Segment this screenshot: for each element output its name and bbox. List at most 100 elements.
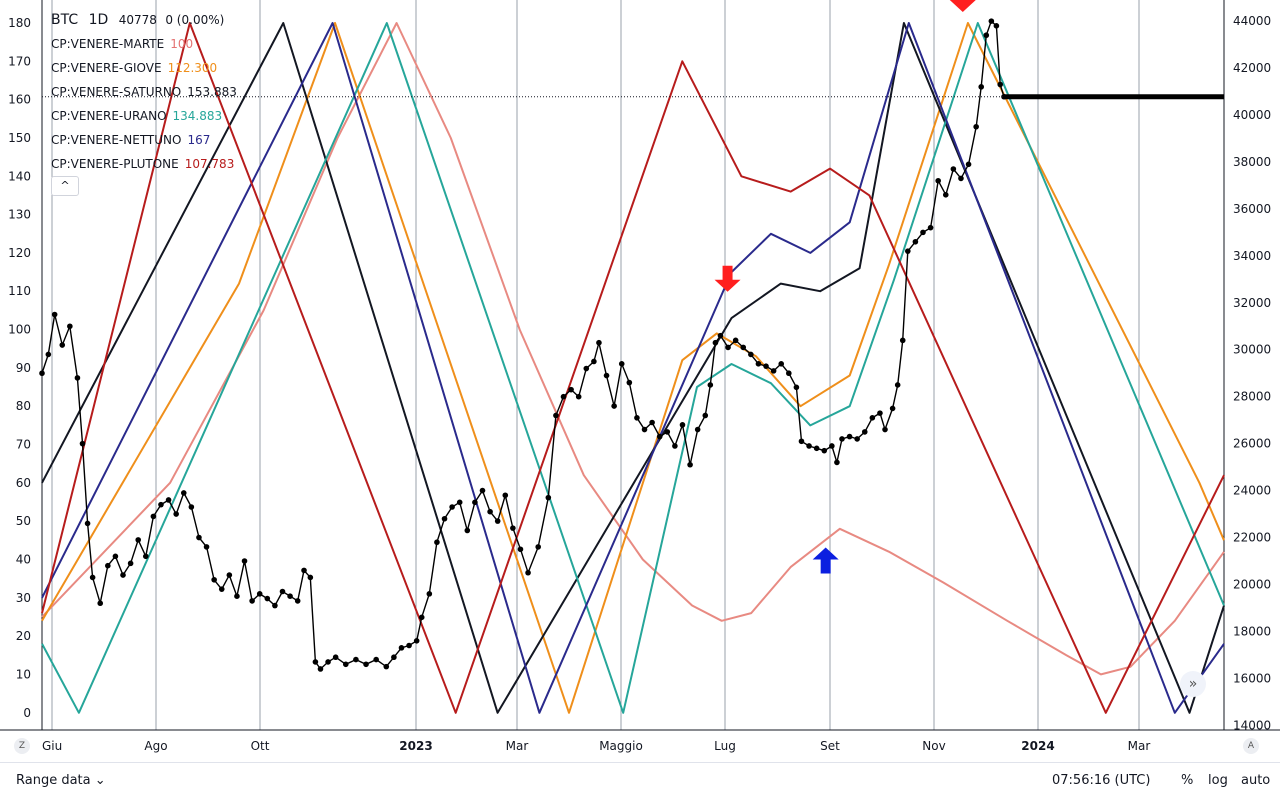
symbol-header[interactable]: BTC 1D 40778 0 (0.00%) <box>51 8 237 32</box>
btc-point <box>325 659 331 665</box>
btc-point <box>877 410 883 416</box>
left-tick-label: 40 <box>16 552 31 566</box>
btc-point <box>150 513 157 520</box>
btc-point <box>287 593 293 600</box>
btc-point <box>603 372 610 379</box>
btc-point <box>920 229 926 236</box>
btc-point <box>196 534 202 541</box>
right-tick-label: 40000 <box>1233 108 1271 122</box>
btc-point <box>84 520 91 527</box>
legend-item-name: CP:VENERE-URANO <box>51 109 167 123</box>
right-tick-label: 14000 <box>1233 718 1271 732</box>
btc-point <box>894 382 901 388</box>
legend-collapse-button[interactable]: ^ <box>51 176 79 196</box>
corner-left-button[interactable]: Z <box>14 738 30 754</box>
x-tick-label: Mar <box>1128 739 1151 753</box>
arrow-down-icon <box>714 265 741 292</box>
btc-point <box>142 553 149 560</box>
right-tick-label: 28000 <box>1233 390 1271 404</box>
percent-scale-button[interactable]: % <box>1181 773 1194 788</box>
btc-point <box>854 436 860 442</box>
btc-point <box>626 379 633 386</box>
btc-point <box>234 593 240 600</box>
corner-right-button[interactable]: A <box>1243 738 1259 754</box>
symbol-change: 0 (0.00%) <box>165 13 225 27</box>
btc-point <box>332 654 339 661</box>
btc-point <box>755 361 762 367</box>
btc-point <box>517 546 524 553</box>
btc-point <box>950 166 957 172</box>
btc-point <box>456 499 463 506</box>
symbol-interval: 1D <box>88 12 109 28</box>
bottom-toolbar: Range data ⌄ 07:56:16 (UTC) % log auto <box>0 762 1280 801</box>
left-tick-label: 0 <box>23 706 31 720</box>
legend-item-value: 100 <box>170 37 194 51</box>
btc-point <box>611 403 617 409</box>
btc-point <box>839 436 845 442</box>
legend-item[interactable]: CP:VENERE-URANO 134.883 <box>51 104 237 128</box>
btc-point <box>702 412 709 419</box>
left-tick-label: 10 <box>16 667 31 681</box>
btc-point <box>778 361 785 367</box>
btc-point <box>861 429 868 435</box>
btc-point <box>997 81 1004 88</box>
btc-point <box>912 238 919 245</box>
btc-point <box>494 518 501 524</box>
cycle-line-2 <box>41 22 1225 714</box>
range-data-button[interactable]: Range data ⌄ <box>16 773 106 788</box>
btc-point <box>373 656 379 663</box>
btc-point <box>978 84 985 90</box>
left-tick-label: 20 <box>16 629 31 643</box>
btc-point <box>272 602 278 609</box>
btc-point <box>725 344 731 351</box>
btc-point <box>135 537 141 543</box>
legend-item-value: 134.883 <box>172 109 223 123</box>
left-tick-label: 70 <box>16 438 31 452</box>
left-tick-label: 180 <box>8 16 31 30</box>
legend-item[interactable]: CP:VENERE-GIOVE 112.300 <box>51 56 237 80</box>
btc-point <box>889 405 896 412</box>
legend-item[interactable]: CP:VENERE-PLUTONE 107.783 <box>51 152 237 176</box>
left-tick-label: 160 <box>8 93 31 107</box>
log-scale-button[interactable]: log <box>1208 773 1228 788</box>
btc-point <box>59 342 66 348</box>
btc-point <box>935 177 941 184</box>
btc-point <box>241 558 248 564</box>
btc-point <box>218 586 225 592</box>
legend-item[interactable]: CP:VENERE-SATURNO 153.883 <box>51 80 237 104</box>
cycle-line-4 <box>41 22 1225 714</box>
utc-clock: 07:56:16 (UTC) <box>1052 773 1151 788</box>
btc-point <box>834 459 840 466</box>
left-tick-label: 170 <box>8 54 31 68</box>
legend-item[interactable]: CP:VENERE-NETTUNO 167 <box>51 128 237 152</box>
btc-point <box>127 560 134 567</box>
btc-point <box>694 426 701 433</box>
x-tick-label: Maggio <box>599 739 643 753</box>
arrow-down-icon <box>949 0 976 12</box>
right-tick-label: 20000 <box>1233 577 1271 591</box>
btc-point <box>649 419 655 426</box>
btc-point <box>353 656 359 663</box>
btc-point <box>449 504 455 510</box>
btc-point <box>763 363 769 369</box>
auto-scale-button[interactable]: auto <box>1241 773 1271 788</box>
btc-point <box>510 525 516 531</box>
btc-point <box>535 544 541 550</box>
btc-point <box>869 415 876 421</box>
right-tick-label: 36000 <box>1233 202 1271 216</box>
btc-point <box>664 429 671 435</box>
x-tick-label: Nov <box>922 739 945 753</box>
btc-point <box>203 544 210 550</box>
cycle-line-5 <box>41 22 1225 714</box>
legend-item-name: CP:VENERE-MARTE <box>51 37 165 51</box>
btc-point <box>74 375 81 381</box>
btc-point <box>312 659 319 665</box>
btc-point <box>105 562 111 569</box>
btc-point <box>732 337 739 344</box>
btc-point <box>249 598 255 604</box>
scroll-to-realtime-button[interactable]: » <box>1180 671 1206 697</box>
legend-item[interactable]: CP:VENERE-MARTE 100 <box>51 32 237 56</box>
btc-point <box>188 504 195 510</box>
x-tick-label: Mar <box>506 739 529 753</box>
